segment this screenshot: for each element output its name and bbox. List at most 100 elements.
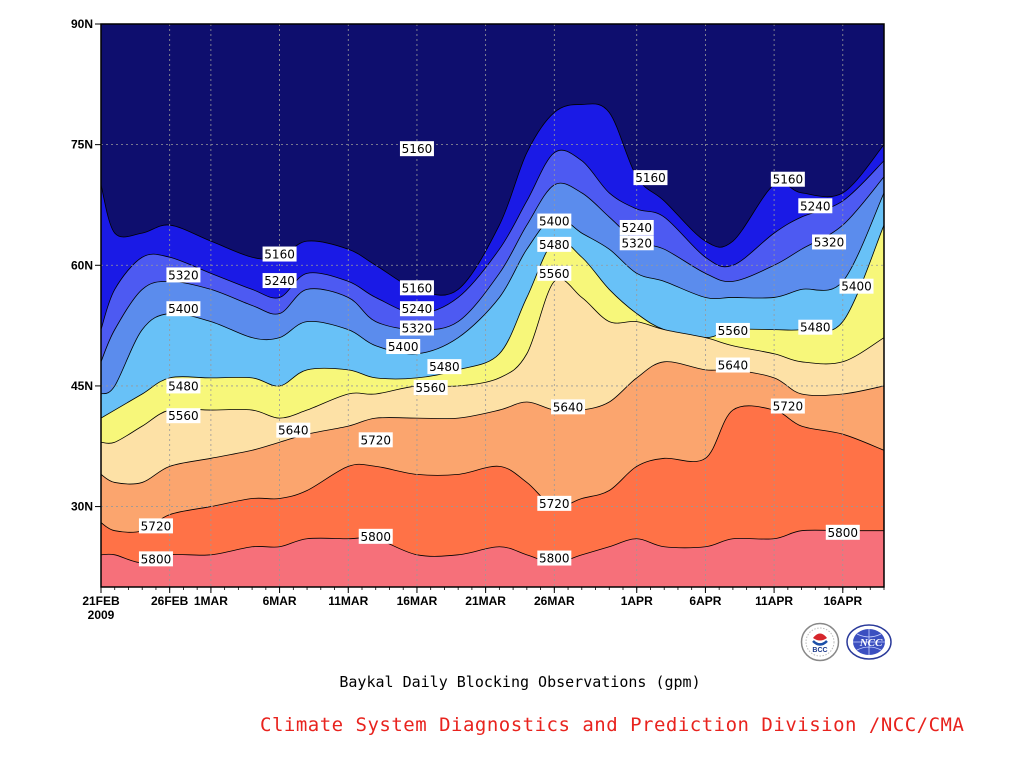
- contour-label-box: [276, 422, 311, 438]
- y-tick-label: 90N: [71, 17, 93, 31]
- contour-label: 5560: [715, 322, 750, 338]
- contour-label: 5160: [633, 170, 668, 186]
- plot-area: [101, 24, 884, 587]
- contour-label-text: 5160: [264, 248, 295, 262]
- contour-label-text: 5320: [621, 236, 652, 250]
- contour-label-box: [537, 213, 572, 229]
- plot-frame: [100, 23, 885, 588]
- contour-label: 5400: [537, 213, 572, 229]
- contour-label: 5720: [537, 495, 572, 511]
- contour-label: 5320: [166, 267, 201, 283]
- contour-label: 5320: [619, 235, 654, 251]
- x-tick-label: 1APR: [621, 594, 653, 608]
- contour-label: 5400: [386, 339, 421, 355]
- contour-label: 5160: [770, 171, 805, 187]
- contour-label-text: 5560: [168, 409, 199, 423]
- contour-label: 5800: [825, 524, 860, 540]
- contour-label-box: [138, 518, 173, 534]
- contour-label-text: 5400: [841, 280, 872, 294]
- contour-label: 5720: [358, 432, 393, 448]
- contour-label-text: 5640: [553, 400, 584, 414]
- contour-label: 5560: [537, 265, 572, 281]
- x-tick-label: 26MAR: [534, 594, 575, 608]
- y-tick-label: 30N: [71, 500, 93, 514]
- contour-label-box: [537, 265, 572, 281]
- x-tick-label: 16APR: [823, 594, 862, 608]
- contour-label: 5800: [358, 528, 393, 544]
- contour-label: 5400: [839, 278, 874, 294]
- contour-label: 5240: [619, 219, 654, 235]
- x-tick-label: 11APR: [755, 594, 793, 608]
- contour-label-box: [551, 399, 586, 415]
- contour-label-text: 5800: [828, 526, 859, 540]
- contour-label-text: 5160: [773, 173, 804, 187]
- ncc-logo-text: NCC: [859, 637, 883, 649]
- contour-label-box: [619, 235, 654, 251]
- contour-label-box: [633, 170, 668, 186]
- contour-label-text: 5720: [141, 519, 172, 533]
- bcc-logo-text: BCC: [812, 647, 827, 654]
- contour-label-box: [166, 301, 201, 317]
- contour-label-box: [812, 234, 847, 250]
- contour-label: 5160: [262, 246, 297, 262]
- bcc-logo: BCC: [800, 622, 840, 662]
- contour-label-text: 5560: [539, 267, 570, 281]
- contour-label-box: [399, 141, 434, 157]
- contour-label: 5160: [399, 280, 434, 296]
- contour-label-text: 5320: [402, 322, 433, 336]
- contour-label-box: [825, 524, 860, 540]
- x-tick-label: 6MAR: [263, 594, 297, 608]
- contour-label-box: [798, 198, 833, 214]
- contour-label-box: [427, 359, 462, 375]
- contour-label-box: [770, 398, 805, 414]
- contour-label-text: 5160: [635, 171, 666, 185]
- contour-label-box: [770, 171, 805, 187]
- y-axis: 30N 45N 60N 75N 90N: [71, 17, 101, 514]
- contour-label-box: [166, 378, 201, 394]
- contour-label: 5480: [798, 319, 833, 335]
- contour-label-text: 5400: [168, 302, 199, 316]
- contour-label: 5320: [812, 234, 847, 250]
- contour-label: 5560: [413, 380, 448, 396]
- bcc-logo-icon: BCC: [800, 622, 840, 662]
- contour-label-text: 5560: [718, 324, 749, 338]
- ncc-logo-icon: NCC: [846, 624, 892, 660]
- contour-label-text: 5480: [429, 360, 460, 374]
- contour-label: 5560: [166, 408, 201, 424]
- contour-label-text: 5240: [402, 302, 433, 316]
- x-year-label: 2009: [88, 608, 115, 622]
- contour-label-text: 5160: [402, 281, 433, 295]
- contour-label: 5320: [399, 320, 434, 336]
- contour-label: 5720: [138, 518, 173, 534]
- contour-label-text: 5800: [141, 552, 172, 566]
- contour-label: 5480: [166, 378, 201, 394]
- contour-label-text: 5640: [278, 424, 309, 438]
- contour-label-text: 5480: [539, 238, 570, 252]
- x-tick-label: 21FEB: [82, 594, 120, 608]
- contour-label-box: [537, 236, 572, 252]
- x-tick-label: 26FEB: [151, 594, 189, 608]
- contour-label-box: [413, 380, 448, 396]
- contour-label: 5240: [262, 273, 297, 289]
- contour-label-text: 5640: [718, 359, 749, 373]
- contour-label-text: 5720: [360, 433, 391, 447]
- contour-label-text: 5720: [539, 497, 570, 511]
- contour-label-box: [138, 551, 173, 567]
- contour-label: 5240: [798, 198, 833, 214]
- x-tick-label: 21MAR: [465, 594, 506, 608]
- contour-label-box: [715, 322, 750, 338]
- contour-label: 5160: [399, 141, 434, 157]
- contour-label: 5480: [427, 359, 462, 375]
- contour-label-box: [839, 278, 874, 294]
- contour-fills: [101, 103, 884, 587]
- contour-label-text: 5800: [539, 552, 570, 566]
- contour-label-box: [262, 273, 297, 289]
- contour-label-text: 5160: [402, 142, 433, 156]
- organization-credit: Climate System Diagnostics and Predictio…: [260, 714, 965, 736]
- x-tick-label: 11MAR: [328, 594, 368, 608]
- contour-label-text: 5400: [539, 215, 570, 229]
- contour-label: 5640: [276, 422, 311, 438]
- y-tick-label: 75N: [71, 138, 93, 152]
- x-tick-label: 1MAR: [194, 594, 228, 608]
